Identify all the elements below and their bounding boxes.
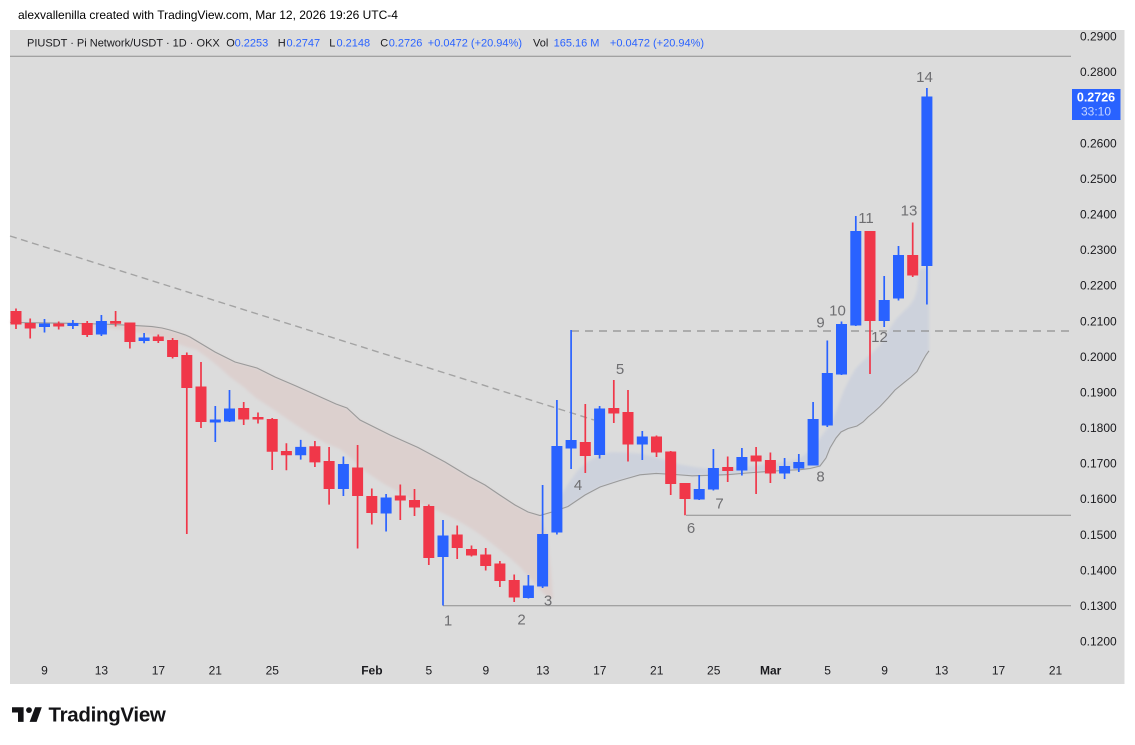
svg-text:0.1600: 0.1600: [1080, 492, 1117, 506]
svg-text:9: 9: [816, 315, 824, 332]
svg-text:0.2900: 0.2900: [1080, 30, 1117, 44]
svg-text:13: 13: [935, 664, 949, 678]
svg-text:0.1200: 0.1200: [1080, 635, 1117, 649]
svg-text:0.2100: 0.2100: [1080, 314, 1117, 328]
svg-text:21: 21: [209, 664, 223, 678]
svg-text:0.1800: 0.1800: [1080, 421, 1117, 435]
svg-text:4: 4: [574, 477, 582, 494]
svg-text:17: 17: [593, 664, 607, 678]
svg-text:25: 25: [707, 664, 721, 678]
svg-text:10: 10: [829, 303, 846, 320]
svg-text:0.1700: 0.1700: [1080, 457, 1117, 471]
svg-text:33:10: 33:10: [1081, 105, 1111, 119]
svg-text:6: 6: [687, 520, 695, 537]
svg-text:5: 5: [426, 664, 433, 678]
svg-text:+0.0472 (+20.94%): +0.0472 (+20.94%): [610, 38, 704, 50]
svg-text:TradingView: TradingView: [49, 704, 166, 727]
svg-text:0.2148: 0.2148: [337, 38, 371, 50]
svg-text:165.16: 165.16: [554, 38, 588, 50]
svg-text:alexvallenilla created with Tr: alexvallenilla created with TradingView.…: [18, 8, 398, 22]
svg-text:Feb: Feb: [361, 664, 382, 678]
svg-text:9: 9: [41, 664, 48, 678]
svg-text:17: 17: [992, 664, 1006, 678]
svg-text:H: H: [278, 38, 286, 50]
svg-text:PIUSDT · Pi Network/USDT · 1D: PIUSDT · Pi Network/USDT · 1D · OKX: [27, 38, 220, 50]
svg-text:21: 21: [1049, 664, 1063, 678]
svg-text:11: 11: [858, 210, 874, 227]
svg-text:Mar: Mar: [760, 664, 782, 678]
svg-text:13: 13: [536, 664, 550, 678]
svg-text:0.1400: 0.1400: [1080, 563, 1117, 577]
svg-text:0.2253: 0.2253: [235, 38, 269, 50]
svg-text:O: O: [226, 38, 235, 50]
svg-text:C: C: [380, 38, 388, 50]
svg-text:0.2400: 0.2400: [1080, 208, 1117, 222]
svg-text:9: 9: [881, 664, 888, 678]
svg-text:M: M: [590, 38, 599, 50]
svg-text:14: 14: [916, 69, 933, 86]
svg-text:9: 9: [483, 664, 490, 678]
svg-text:1: 1: [444, 613, 452, 630]
svg-text:13: 13: [95, 664, 109, 678]
svg-text:0.2726: 0.2726: [389, 38, 423, 50]
svg-text:12: 12: [871, 329, 888, 346]
svg-text:0.1500: 0.1500: [1080, 528, 1117, 542]
svg-text:0.1300: 0.1300: [1080, 599, 1117, 613]
svg-text:5: 5: [616, 361, 624, 378]
svg-text:0.2800: 0.2800: [1080, 65, 1117, 79]
svg-text:+0.0472 (+20.94%): +0.0472 (+20.94%): [428, 38, 522, 50]
svg-text:0.2500: 0.2500: [1080, 172, 1117, 186]
svg-text:3: 3: [544, 593, 552, 610]
svg-text:Vol: Vol: [533, 38, 548, 50]
svg-text:0.1900: 0.1900: [1080, 386, 1117, 400]
svg-text:0.2726: 0.2726: [1077, 91, 1115, 105]
svg-text:0.2000: 0.2000: [1080, 350, 1117, 364]
svg-text:2: 2: [517, 612, 525, 629]
svg-text:8: 8: [816, 469, 824, 486]
svg-text:0.2200: 0.2200: [1080, 279, 1117, 293]
svg-text:25: 25: [266, 664, 280, 678]
svg-text:21: 21: [650, 664, 664, 678]
svg-text:7: 7: [715, 496, 723, 513]
svg-text:0.2600: 0.2600: [1080, 136, 1117, 150]
svg-text:L: L: [329, 38, 335, 50]
svg-text:13: 13: [901, 203, 918, 220]
svg-text:0.2300: 0.2300: [1080, 243, 1117, 257]
svg-text:5: 5: [824, 664, 831, 678]
svg-text:17: 17: [152, 664, 166, 678]
svg-text:0.2747: 0.2747: [287, 38, 321, 50]
